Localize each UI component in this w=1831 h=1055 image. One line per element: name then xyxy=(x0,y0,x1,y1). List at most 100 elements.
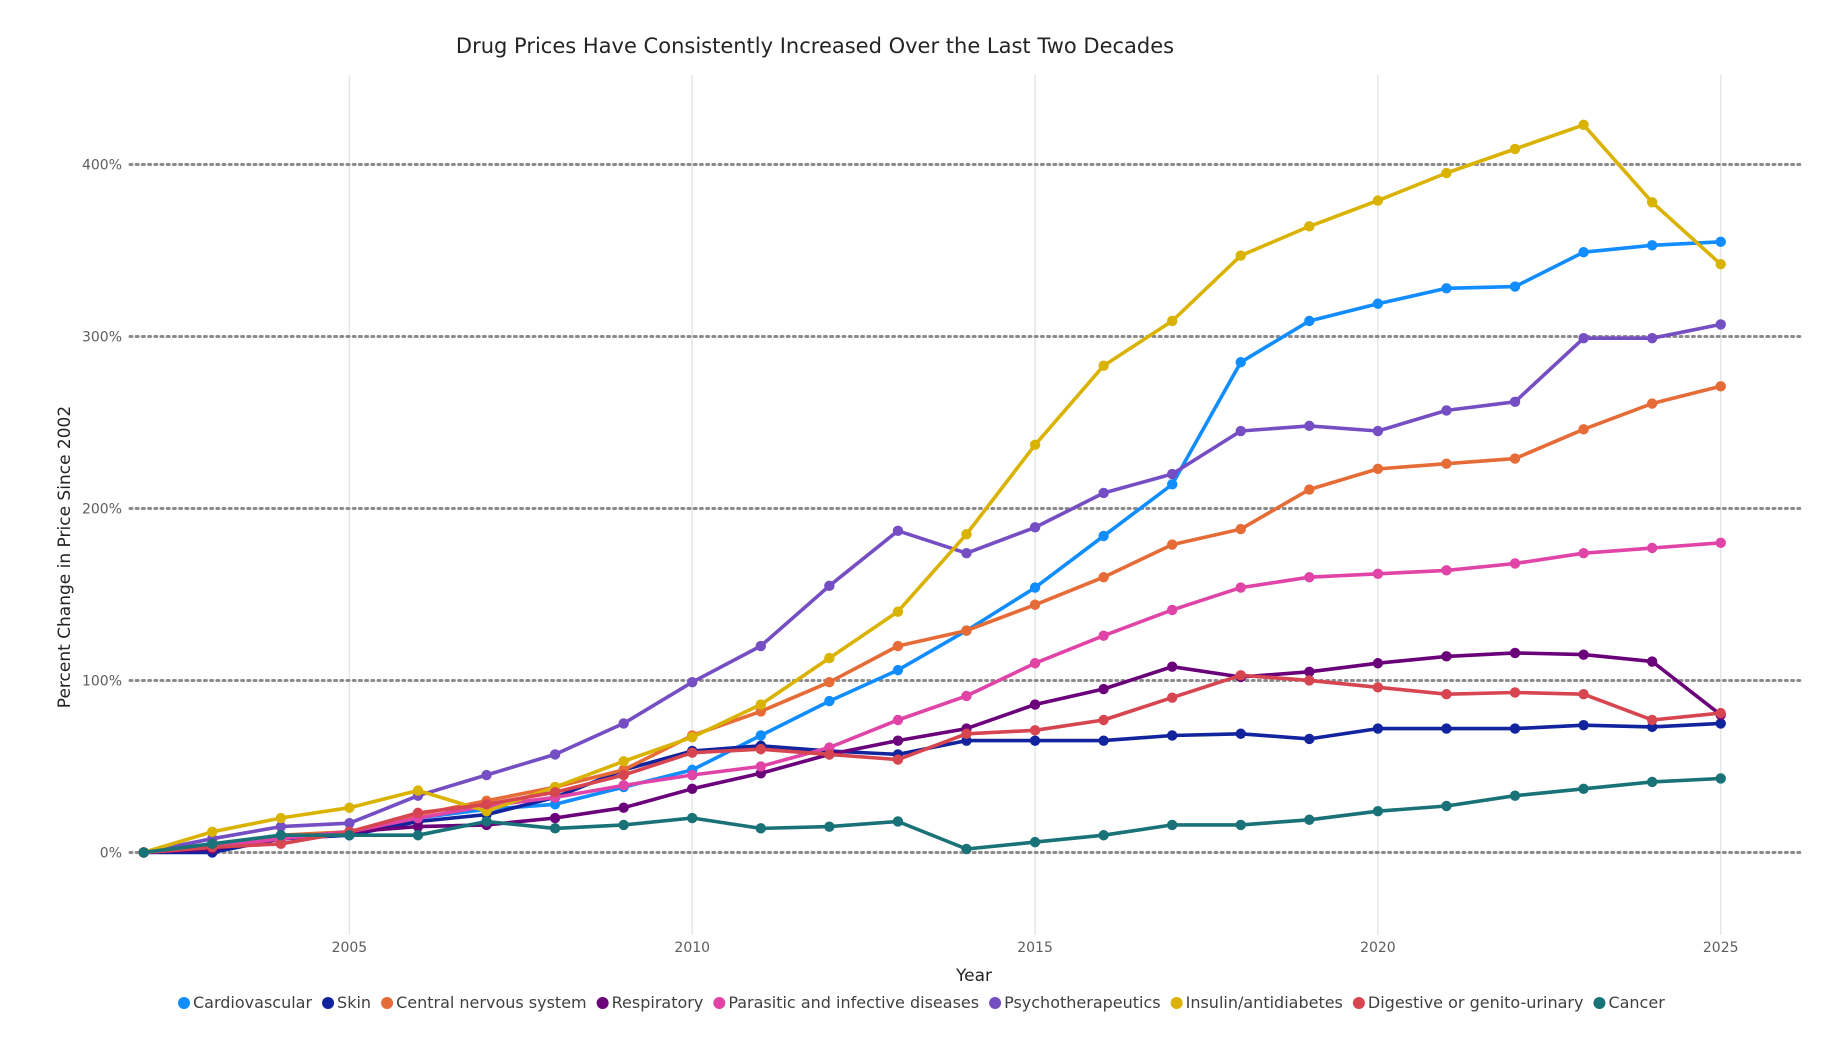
data-point-parasitic-and-infective-diseases-2024 xyxy=(1646,542,1658,554)
data-point-psychotherapeutics-2014 xyxy=(961,547,972,559)
x-tick-label-2015: 2015 xyxy=(1017,940,1053,956)
x-tick-label-2010: 2010 xyxy=(674,940,710,956)
legend-marker-central-nervous-system xyxy=(381,997,394,1009)
data-point-skin-2019 xyxy=(1304,733,1315,745)
series-line-digestive-or-genito-urinary xyxy=(141,673,1723,855)
data-point-psychotherapeutics-2015 xyxy=(1029,522,1041,533)
data-point-psychotherapeutics-2023 xyxy=(1578,332,1589,344)
series-line-parasitic-and-infective-diseases xyxy=(141,540,1723,855)
data-point-cancer-2007 xyxy=(481,816,492,827)
x-tick-label-2020: 2020 xyxy=(1360,940,1396,956)
data-point-respiratory-2017 xyxy=(1166,661,1178,672)
data-point-central-nervous-system-2018 xyxy=(1235,523,1246,535)
data-point-cancer-2025 xyxy=(1715,773,1726,784)
legend-item-skin[interactable]: Skin xyxy=(322,993,371,1012)
legend-marker-cardiovascular xyxy=(178,997,190,1009)
data-point-cancer-2010 xyxy=(687,812,698,824)
data-point-insulin-antidiabetes-2011 xyxy=(755,699,767,710)
data-point-digestive-or-genito-urinary-2022 xyxy=(1509,687,1521,698)
data-point-cancer-2005 xyxy=(344,830,355,841)
legend-item-parasitic-and-infective-diseases[interactable]: Parasitic and infective diseases xyxy=(713,993,979,1012)
data-point-psychotherapeutics-2016 xyxy=(1098,487,1109,499)
data-point-cancer-2009 xyxy=(618,819,629,831)
data-point-insulin-antidiabetes-2019 xyxy=(1304,221,1315,232)
data-point-central-nervous-system-2016 xyxy=(1098,572,1109,583)
legend-item-respiratory[interactable]: Respiratory xyxy=(596,993,704,1012)
data-point-cardiovascular-2021 xyxy=(1441,283,1452,294)
data-point-central-nervous-system-2025 xyxy=(1715,381,1726,392)
legend-label-skin: Skin xyxy=(337,993,371,1012)
legend-marker-respiratory xyxy=(596,997,609,1009)
data-point-digestive-or-genito-urinary-2012 xyxy=(824,749,835,760)
y-axis-title: Percent Change in Price Since 2002 xyxy=(55,406,75,708)
data-point-skin-2022 xyxy=(1509,723,1521,734)
legend-item-central-nervous-system[interactable]: Central nervous system xyxy=(381,993,587,1012)
data-point-cancer-2017 xyxy=(1166,819,1178,831)
series-line-skin xyxy=(141,721,1723,855)
series-digestive-or-genito-urinary xyxy=(138,670,1726,858)
data-point-cancer-2020 xyxy=(1372,805,1384,817)
data-point-parasitic-and-infective-diseases-2023 xyxy=(1578,547,1589,559)
data-point-psychotherapeutics-2009 xyxy=(618,718,629,729)
data-point-skin-2018 xyxy=(1235,728,1246,739)
data-point-digestive-or-genito-urinary-2008 xyxy=(549,787,561,798)
data-point-central-nervous-system-2023 xyxy=(1578,424,1589,435)
data-point-psychotherapeutics-2025 xyxy=(1715,319,1726,330)
data-point-insulin-antidiabetes-2006 xyxy=(412,785,424,796)
data-point-insulin-antidiabetes-2023 xyxy=(1578,119,1589,131)
data-point-parasitic-and-infective-diseases-2013 xyxy=(892,714,904,726)
data-point-parasitic-and-infective-diseases-2015 xyxy=(1029,658,1041,669)
data-point-respiratory-2010 xyxy=(687,783,698,794)
legend-item-cancer[interactable]: Cancer xyxy=(1593,993,1665,1012)
legend-item-digestive-or-genito-urinary[interactable]: Digestive or genito-urinary xyxy=(1352,993,1584,1012)
data-point-parasitic-and-infective-diseases-2019 xyxy=(1304,572,1315,583)
data-point-insulin-antidiabetes-2012 xyxy=(824,652,835,664)
data-point-psychotherapeutics-2017 xyxy=(1166,468,1178,480)
data-point-cancer-2004 xyxy=(275,830,287,841)
data-point-cardiovascular-2022 xyxy=(1509,281,1521,292)
series-cancer xyxy=(138,773,1726,858)
data-point-cardiovascular-2016 xyxy=(1098,530,1109,542)
y-tick-label-100: 100% xyxy=(82,673,122,689)
legend-item-psychotherapeutics[interactable]: Psychotherapeutics xyxy=(989,993,1161,1012)
legend-label-central-nervous-system: Central nervous system xyxy=(396,993,587,1012)
data-point-insulin-antidiabetes-2009 xyxy=(618,756,629,767)
data-point-cardiovascular-2023 xyxy=(1578,246,1589,258)
data-point-central-nervous-system-2013 xyxy=(892,640,904,652)
legend-label-parasitic-and-infective-diseases: Parasitic and infective diseases xyxy=(728,993,979,1012)
data-point-cancer-2013 xyxy=(892,816,904,827)
legend-marker-parasitic-and-infective-diseases xyxy=(713,997,726,1009)
y-tick-label-400: 400% xyxy=(82,157,122,173)
data-point-skin-2015 xyxy=(1029,735,1041,746)
legend-item-insulin-antidiabetes[interactable]: Insulin/antidiabetes xyxy=(1170,993,1343,1012)
data-point-insulin-antidiabetes-2013 xyxy=(892,606,904,617)
data-point-psychotherapeutics-2010 xyxy=(687,676,698,688)
data-point-central-nervous-system-2019 xyxy=(1304,484,1315,495)
chart-title: Drug Prices Have Consistently Increased … xyxy=(456,34,1174,58)
legend-item-cardiovascular[interactable]: Cardiovascular xyxy=(178,993,312,1012)
data-point-insulin-antidiabetes-2004 xyxy=(275,812,287,824)
x-axis-title: Year xyxy=(955,966,992,986)
data-point-digestive-or-genito-urinary-2015 xyxy=(1029,725,1041,736)
data-point-insulin-antidiabetes-2022 xyxy=(1509,143,1521,155)
data-point-insulin-antidiabetes-2017 xyxy=(1166,315,1178,327)
data-point-cancer-2006 xyxy=(412,830,424,841)
data-point-cancer-2008 xyxy=(549,823,561,834)
data-point-digestive-or-genito-urinary-2024 xyxy=(1646,714,1658,726)
data-point-cancer-2018 xyxy=(1235,819,1246,831)
data-point-parasitic-and-infective-diseases-2009 xyxy=(618,780,629,791)
data-point-cancer-2024 xyxy=(1646,776,1658,788)
data-point-digestive-or-genito-urinary-2014 xyxy=(961,728,972,739)
data-point-psychotherapeutics-2018 xyxy=(1235,425,1246,437)
x-tick-label-2005: 2005 xyxy=(332,940,368,956)
data-point-cancer-2022 xyxy=(1509,790,1521,801)
data-point-cardiovascular-2013 xyxy=(892,664,904,676)
data-point-psychotherapeutics-2021 xyxy=(1441,405,1452,416)
data-point-cardiovascular-2025 xyxy=(1715,236,1726,248)
data-point-parasitic-and-infective-diseases-2020 xyxy=(1372,568,1384,579)
data-point-central-nervous-system-2020 xyxy=(1372,463,1384,475)
data-point-digestive-or-genito-urinary-2018 xyxy=(1235,670,1246,681)
data-point-insulin-antidiabetes-2025 xyxy=(1715,259,1726,270)
y-tick-label-300: 300% xyxy=(82,329,122,345)
